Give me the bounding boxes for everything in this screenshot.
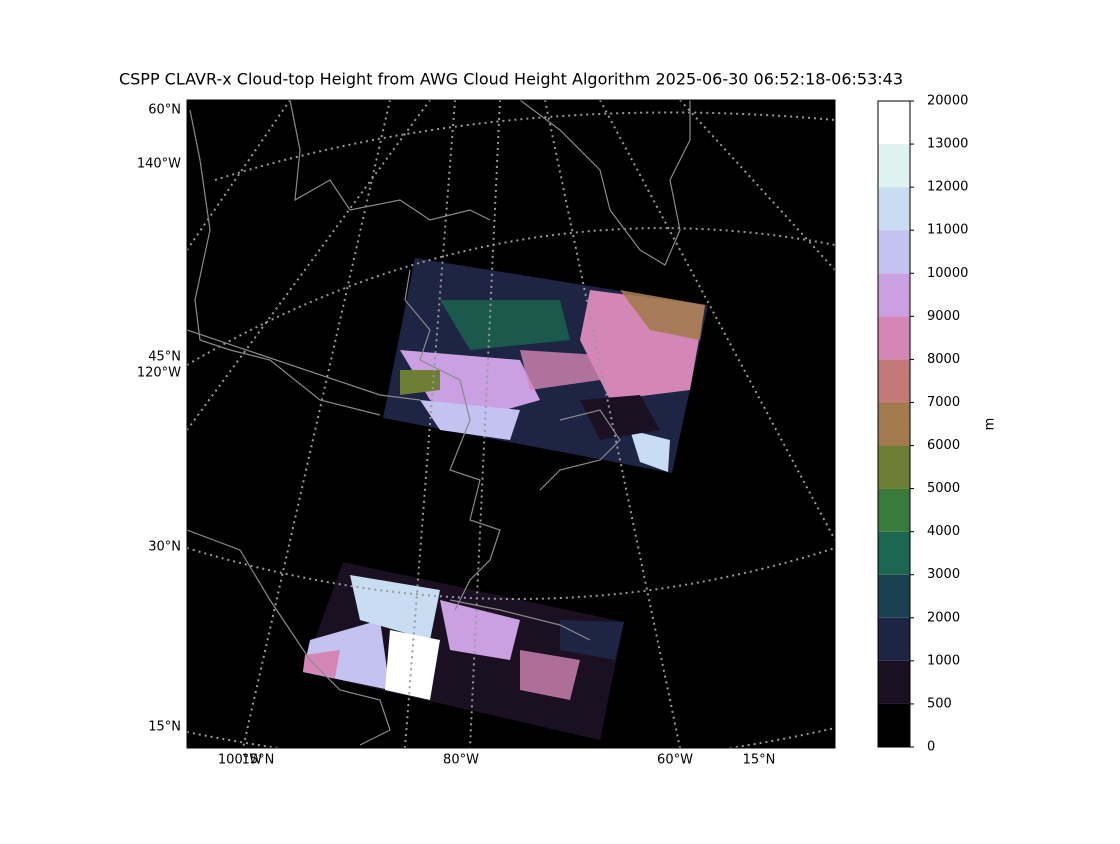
- colorbar-tick-label: 9000: [927, 309, 960, 324]
- colorbar-tick-label: 5000: [927, 481, 960, 496]
- colorbar: 0 500 1000 2000 3000 4000 5000 6000 7000 8000 9000…: [877, 94, 968, 755]
- colorbar-tick-label: 4000: [927, 524, 960, 539]
- lat-lon-label: 15°N: [148, 720, 181, 735]
- lat-lon-label: 100°W: [218, 753, 262, 768]
- graticule: [187, 100, 835, 748]
- colorbar-segment: [878, 101, 910, 145]
- colorbar-tick-label: 7000: [927, 395, 960, 410]
- colorbar-tick-label: 11000: [927, 223, 968, 238]
- title: CSPP CLAVR-x Cloud-top Height from AWG C…: [119, 70, 903, 89]
- colorbar-tick-label: 2000: [927, 610, 960, 625]
- lat-lon-label: 60°N: [148, 103, 181, 118]
- colorbar-segment: [878, 273, 910, 317]
- colorbar-tick-label: 20000: [927, 94, 968, 109]
- colorbar-tick-label: 13000: [927, 137, 968, 152]
- cloud-swath: [303, 562, 624, 740]
- colorbar-tick-label: 6000: [927, 438, 960, 453]
- colorbar-tick-label: 0: [927, 740, 935, 755]
- colorbar-tick-label: 1000: [927, 653, 960, 668]
- colorbar-segment: [878, 359, 910, 403]
- colorbar-frame: [877, 100, 911, 748]
- colorbar-segment: [878, 230, 910, 274]
- colorbar-segment: [878, 445, 910, 489]
- colorbar-segment: [878, 144, 910, 188]
- colorbar-segment: [878, 660, 910, 704]
- coastlines: [187, 100, 691, 746]
- colorbar-segment: [878, 187, 910, 231]
- colorbar-segment: [878, 402, 910, 446]
- colorbar-segment: [878, 316, 910, 360]
- lat-lon-label: 60°W: [657, 753, 693, 768]
- lat-lon-label: 80°W: [443, 753, 479, 768]
- lat-lon-label: 30°N: [148, 540, 181, 555]
- map-frame: [186, 99, 836, 749]
- colorbar-tick-label: 500: [927, 696, 952, 711]
- colorbar-label: m: [983, 418, 998, 431]
- colorbar-tick-label: 10000: [927, 266, 968, 281]
- colorbar-tick-label: 12000: [927, 180, 968, 195]
- colorbar-segment: [878, 531, 910, 575]
- lat-lon-label: 15°N: [242, 753, 275, 768]
- map: [186, 99, 836, 749]
- colorbar-tick-label: 3000: [927, 567, 960, 582]
- lat-lon-label: 45°N: [148, 350, 181, 365]
- colorbar-segment: [878, 703, 910, 747]
- colorbar-segment: [878, 617, 910, 661]
- lat-lon-label: 15°N: [743, 753, 776, 768]
- lat-lon-label: 140°W: [137, 157, 181, 172]
- colorbar-tick-label: 8000: [927, 352, 960, 367]
- colorbar-segment: [878, 488, 910, 532]
- lat-lon-label: 120°W: [137, 366, 181, 381]
- colorbar-segment: [878, 574, 910, 618]
